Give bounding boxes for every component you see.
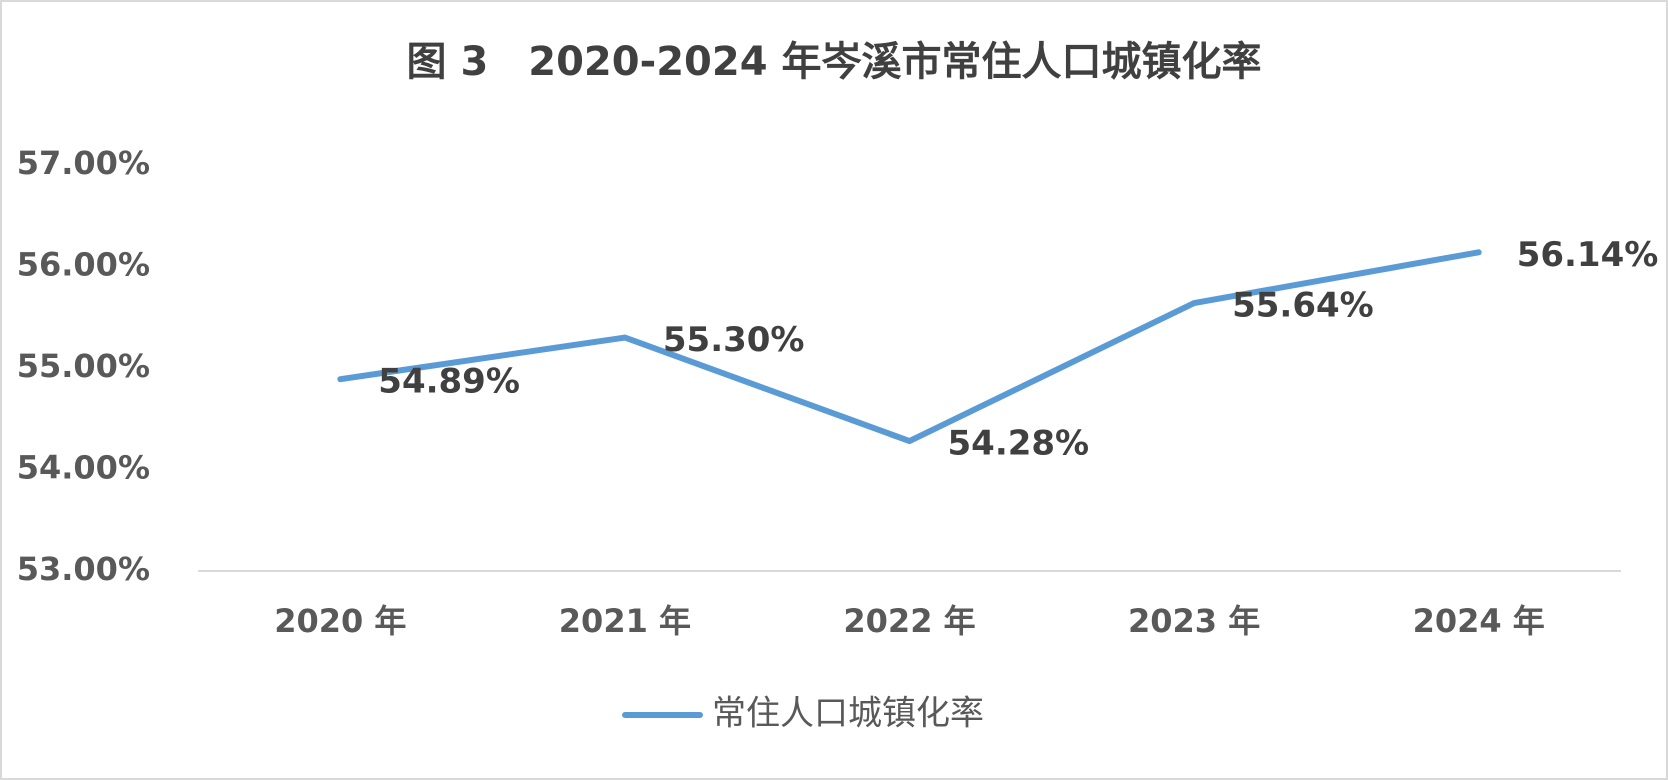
data-label: 56.14%	[1517, 235, 1659, 275]
x-tick-label: 2021 年	[559, 602, 691, 640]
x-tick-label: 2024 年	[1413, 602, 1545, 640]
y-tick-label: 55.00%	[17, 347, 150, 385]
data-label: 54.28%	[948, 424, 1090, 464]
x-tick-label: 2023 年	[1128, 602, 1260, 640]
data-line	[337, 249, 1482, 445]
data-label: 55.64%	[1232, 286, 1374, 326]
data-label: 55.30%	[663, 320, 805, 360]
y-tick-label: 56.00%	[17, 246, 150, 284]
chart-title: 图 3 2020-2024 年岑溪市常住人口城镇化率	[407, 39, 1262, 85]
y-tick-label: 57.00%	[17, 144, 150, 182]
x-tick-label: 2020 年	[274, 602, 406, 640]
data-label: 54.89%	[378, 362, 520, 402]
y-tick-label: 53.00%	[17, 550, 150, 588]
legend-label: 常住人口城镇化率	[712, 694, 984, 734]
y-tick-label: 54.00%	[17, 449, 150, 487]
x-tick-label: 2022 年	[843, 602, 975, 640]
